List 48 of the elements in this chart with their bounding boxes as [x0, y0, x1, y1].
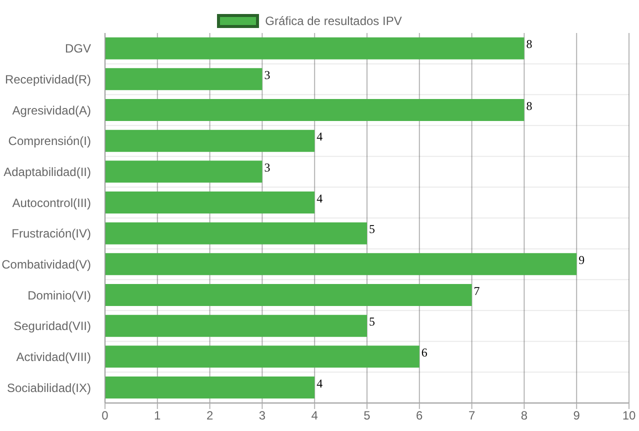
- data-label: 4: [316, 191, 323, 206]
- bar: [105, 37, 524, 60]
- x-tick-label: 1: [154, 408, 162, 423]
- x-tick-label: 3: [258, 408, 266, 423]
- data-label: 5: [369, 314, 375, 329]
- bar: [105, 130, 315, 152]
- data-label: 3: [264, 68, 270, 82]
- y-tick-label: Comprensión(I): [8, 134, 91, 148]
- data-label: 8: [526, 98, 532, 113]
- y-tick-label: Receptividad(R): [4, 72, 91, 87]
- y-tick-label: DGV: [64, 42, 91, 56]
- y-tick-label: Dominio(VI): [28, 288, 91, 302]
- bar: [105, 68, 262, 90]
- data-label: 4: [316, 376, 323, 390]
- data-label: 8: [526, 37, 532, 52]
- legend-label: Gráfica de resultados IPV: [265, 14, 402, 28]
- x-tick-label: 8: [520, 408, 528, 423]
- bar: [105, 253, 577, 276]
- data-label: 5: [369, 222, 375, 236]
- x-tick-label: 4: [311, 408, 318, 423]
- data-label: 3: [264, 160, 270, 174]
- y-tick-label: Adaptabilidad(II): [4, 165, 91, 180]
- data-label: 9: [578, 252, 585, 267]
- bar: [105, 284, 472, 306]
- bar: [105, 191, 315, 214]
- x-tick-label: 6: [416, 408, 424, 423]
- x-tick-label: 10: [622, 408, 636, 423]
- x-tick-label: 9: [573, 408, 580, 423]
- bar: [105, 160, 262, 183]
- y-tick-label: Combatividad(V): [2, 258, 91, 272]
- bar: [105, 314, 367, 337]
- data-label: 7: [474, 284, 480, 298]
- y-tick-label: Agresividad(A): [12, 103, 91, 118]
- y-tick-label: Autocontrol(III): [12, 196, 91, 210]
- bar: [105, 98, 524, 121]
- data-label: 4: [316, 130, 323, 144]
- y-tick-label: Frustración(IV): [12, 226, 91, 241]
- y-tick-label: Sociabilidad(IX): [6, 380, 91, 395]
- bar: [105, 346, 420, 368]
- bar: [105, 376, 315, 398]
- data-label: 6: [421, 345, 428, 360]
- x-tick-label: 2: [206, 408, 214, 423]
- x-tick-label: 5: [364, 408, 371, 423]
- x-tick-label: 0: [102, 408, 109, 423]
- x-tick-label: 7: [468, 408, 476, 423]
- bar: [105, 222, 367, 244]
- y-tick-label: Actividad(VIII): [16, 350, 91, 364]
- y-tick-label: Seguridad(VII): [14, 319, 91, 334]
